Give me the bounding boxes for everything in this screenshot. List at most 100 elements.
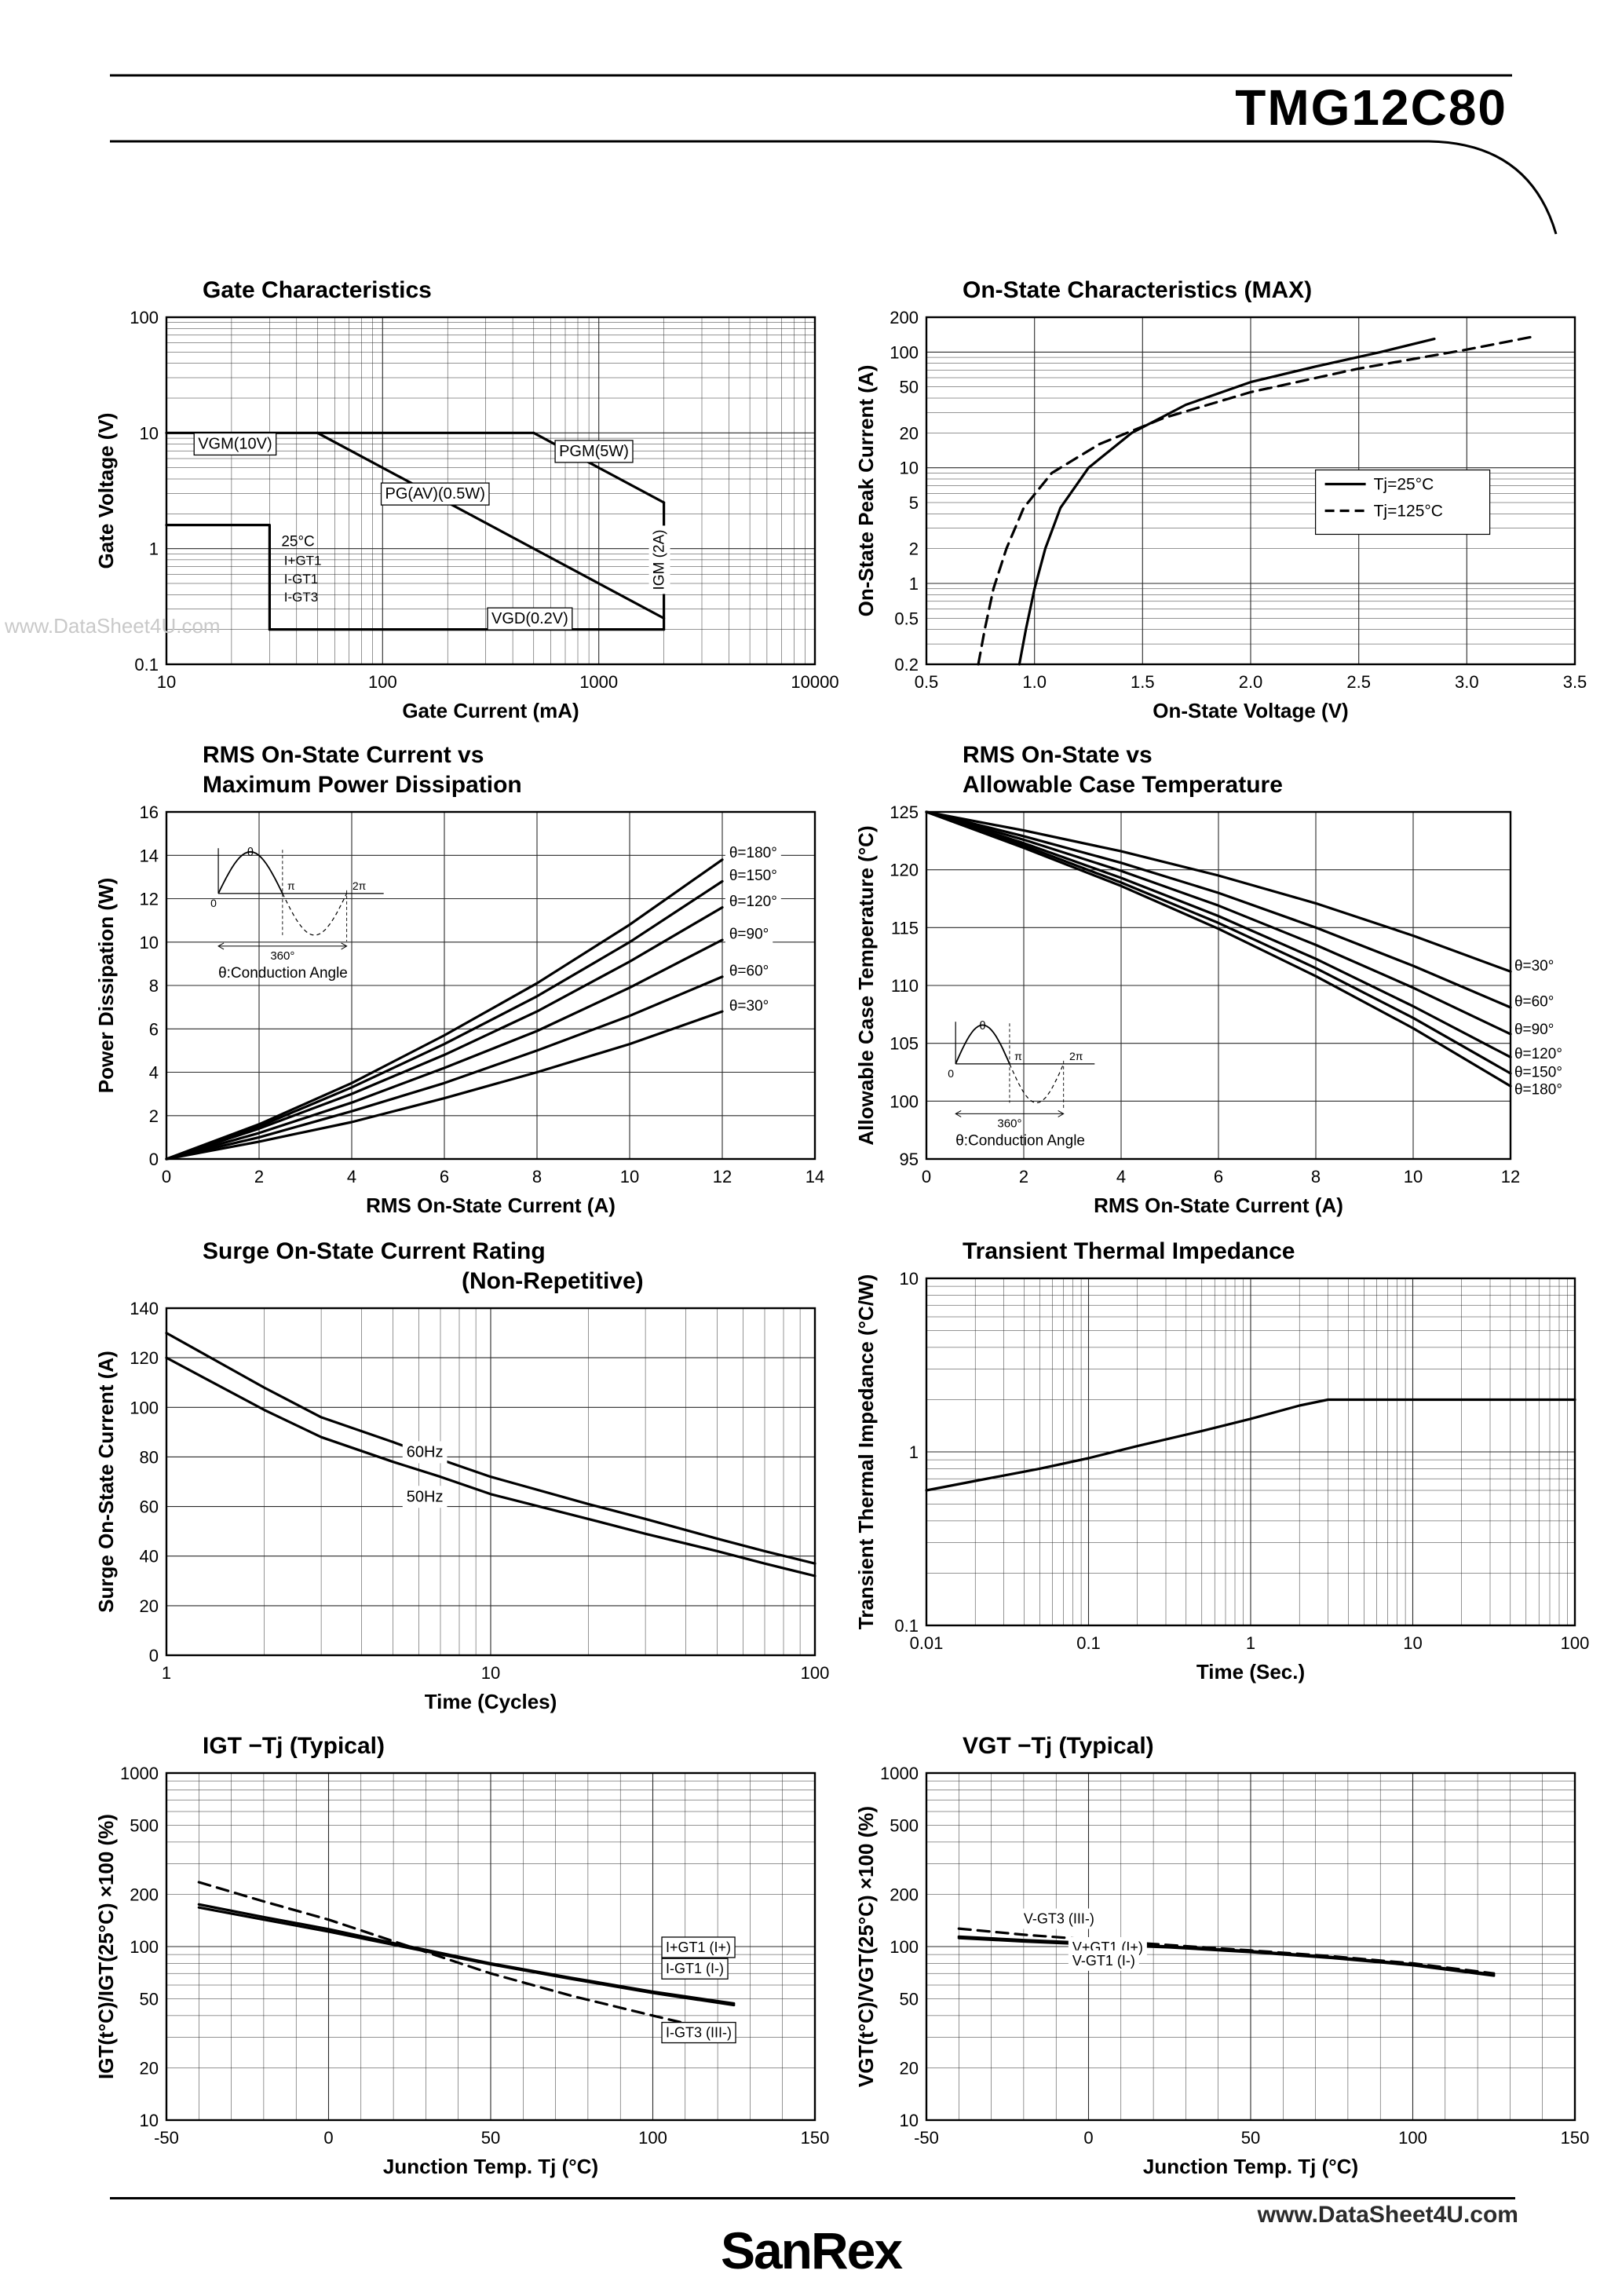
svg-text:100: 100 xyxy=(801,1663,830,1683)
svg-text:0: 0 xyxy=(323,2128,333,2148)
svg-text:θ=120°: θ=120° xyxy=(1514,1046,1562,1062)
header-rules xyxy=(110,74,1558,235)
svg-text:200: 200 xyxy=(890,1885,919,1904)
svg-text:10: 10 xyxy=(140,2111,159,2130)
svg-text:6: 6 xyxy=(149,1019,159,1039)
svg-text:10: 10 xyxy=(900,459,919,478)
svg-text:10: 10 xyxy=(900,1269,919,1289)
svg-text:20: 20 xyxy=(140,1596,159,1616)
svg-text:2π: 2π xyxy=(353,879,367,892)
svg-text:1: 1 xyxy=(149,539,159,559)
svg-text:100: 100 xyxy=(1398,2128,1427,2148)
case-temperature-plot: 0 2 4 6 8 10 12 95 100 105 110 115 120 125 RMS On-Stat… xyxy=(854,803,1562,1217)
svg-text:θ=30°: θ=30° xyxy=(1514,958,1554,974)
svg-text:2.0: 2.0 xyxy=(1239,672,1263,692)
svg-text:2: 2 xyxy=(149,1106,159,1126)
svg-text:120: 120 xyxy=(890,861,919,880)
svg-text:100: 100 xyxy=(890,1091,919,1111)
sanrex-logo: SanRex xyxy=(720,2221,903,2280)
surge-current-plot: 1 10 100 0 20 40 60 80 100 120 140 Time (Cycles) Sur… xyxy=(94,1299,830,1713)
svg-text:100: 100 xyxy=(130,308,159,327)
svg-text:1.5: 1.5 xyxy=(1131,672,1155,692)
svg-text:20: 20 xyxy=(900,423,919,443)
svg-text:PG(AV)(0.5W): PG(AV)(0.5W) xyxy=(385,485,485,503)
svg-text:On-State Peak Current (A): On-State Peak Current (A) xyxy=(854,365,878,617)
chart-subtitle: (Non-Repetitive) xyxy=(462,1268,644,1294)
svg-text:12: 12 xyxy=(713,1167,732,1186)
svg-text:PGM(5W): PGM(5W) xyxy=(559,443,629,460)
svg-text:2.5: 2.5 xyxy=(1346,672,1371,692)
svg-text:0: 0 xyxy=(162,1167,171,1186)
part-number: TMG12C80 xyxy=(1235,79,1507,136)
svg-text:IGM (2A): IGM (2A) xyxy=(652,529,668,590)
svg-text:Gate Voltage (V): Gate Voltage (V) xyxy=(94,413,118,569)
svg-text:θ=150°: θ=150° xyxy=(729,868,777,884)
svg-text:20: 20 xyxy=(900,2058,919,2078)
chart-title: IGT −Tj (Typical) xyxy=(203,1733,385,1759)
svg-text:150: 150 xyxy=(1561,2128,1590,2148)
svg-text:10: 10 xyxy=(481,1663,500,1683)
side-watermark: www.DataSheet4U.com xyxy=(5,614,221,638)
svg-text:RMS On-State Current (A): RMS On-State Current (A) xyxy=(366,1194,616,1217)
svg-text:10000: 10000 xyxy=(791,672,838,692)
svg-text:125: 125 xyxy=(890,803,919,822)
chart-title: RMS On-State vs xyxy=(963,742,1153,768)
svg-text:16: 16 xyxy=(140,803,159,822)
svg-text:Junction Temp. Tj (°C): Junction Temp. Tj (°C) xyxy=(1143,2155,1358,2178)
svg-text:0.01: 0.01 xyxy=(910,1633,944,1653)
svg-text:50: 50 xyxy=(900,378,919,397)
svg-text:I-GT1: I-GT1 xyxy=(284,572,318,587)
igt-tj-chart: IGT −Tj (Typical) -50 0 50 100 150 10 20 50 100 2… xyxy=(85,1732,838,2186)
svg-text:50Hz: 50Hz xyxy=(407,1488,444,1505)
svg-text:8: 8 xyxy=(532,1167,542,1186)
svg-text:60Hz: 60Hz xyxy=(407,1443,444,1461)
svg-text:V-GT1 (I-): V-GT1 (I-) xyxy=(1072,1953,1135,1969)
svg-text:10: 10 xyxy=(900,2111,919,2130)
svg-text:θ=60°: θ=60° xyxy=(1514,994,1554,1011)
svg-text:0: 0 xyxy=(149,1646,159,1665)
svg-text:I-GT1 (I-): I-GT1 (I-) xyxy=(666,1961,724,1976)
svg-text:Surge On-State Current (A): Surge On-State Current (A) xyxy=(94,1351,118,1613)
svg-text:2: 2 xyxy=(909,539,919,559)
svg-text:θ:Conduction Angle: θ:Conduction Angle xyxy=(955,1132,1085,1149)
case-temperature-chart: RMS On-State vs Allowable Case Temperatu… xyxy=(845,741,1598,1225)
svg-text:VGD(0.2V): VGD(0.2V) xyxy=(491,610,568,627)
on-state-characteristics-plot: 0.5 1.0 1.5 2.0 2.5 3.0 3.50.20.51251020501002… xyxy=(854,308,1587,722)
svg-text:95: 95 xyxy=(900,1150,919,1169)
svg-text:I+GT1 (I+): I+GT1 (I+) xyxy=(666,1940,731,1955)
svg-text:100: 100 xyxy=(130,1937,159,1957)
svg-text:θ=30°: θ=30° xyxy=(729,998,769,1015)
chart-subtitle: Maximum Power Dissipation xyxy=(203,772,522,798)
svg-text:120: 120 xyxy=(130,1348,159,1368)
svg-text:0: 0 xyxy=(210,897,217,909)
svg-text:0: 0 xyxy=(922,1167,931,1186)
svg-text:1000: 1000 xyxy=(120,1764,159,1783)
rms-power-dissipation-chart: RMS On-State Current vs Maximum Power Di… xyxy=(85,741,838,1225)
svg-text:π: π xyxy=(287,879,295,892)
svg-text:0.2: 0.2 xyxy=(894,655,919,675)
vgt-tj-chart: VGT −Tj (Typical) -50 0 50 100 150 10 20 50 100 2… xyxy=(845,1732,1598,2186)
svg-text:60: 60 xyxy=(140,1497,159,1517)
svg-text:1.0: 1.0 xyxy=(1022,672,1047,692)
svg-text:105: 105 xyxy=(890,1034,919,1054)
header-bottom-rule xyxy=(110,140,1558,235)
svg-text:RMS On-State Current (A): RMS On-State Current (A) xyxy=(1094,1194,1343,1217)
svg-text:θ=180°: θ=180° xyxy=(1514,1081,1562,1098)
svg-text:20: 20 xyxy=(140,2058,159,2078)
igt-tj-plot: -50 0 50 100 150 10 20 50 100 200 500 1000 Junction … xyxy=(94,1764,829,2178)
svg-text:100: 100 xyxy=(1561,1633,1590,1653)
rms-power-dissipation-plot: 0 2 4 6 8 10 12 14 0 2 4 6 8 10 12 14 16 RMS On-State Cur… xyxy=(94,803,824,1217)
svg-text:IGT(t°C)/IGT(25°C) ×100 (%): IGT(t°C)/IGT(25°C) ×100 (%) xyxy=(94,1814,118,2079)
svg-text:1000: 1000 xyxy=(880,1764,919,1783)
svg-text:1000: 1000 xyxy=(579,672,618,692)
svg-text:12: 12 xyxy=(1501,1167,1520,1186)
svg-text:360°: 360° xyxy=(997,1117,1021,1130)
svg-text:θ: θ xyxy=(979,1019,985,1033)
chart-title: RMS On-State Current vs xyxy=(203,742,484,768)
svg-text:-50: -50 xyxy=(914,2128,939,2148)
chart-subtitle: Allowable Case Temperature xyxy=(963,772,1283,798)
svg-text:1: 1 xyxy=(909,574,919,594)
svg-text:14: 14 xyxy=(140,846,159,865)
svg-text:25°C: 25°C xyxy=(281,534,314,550)
